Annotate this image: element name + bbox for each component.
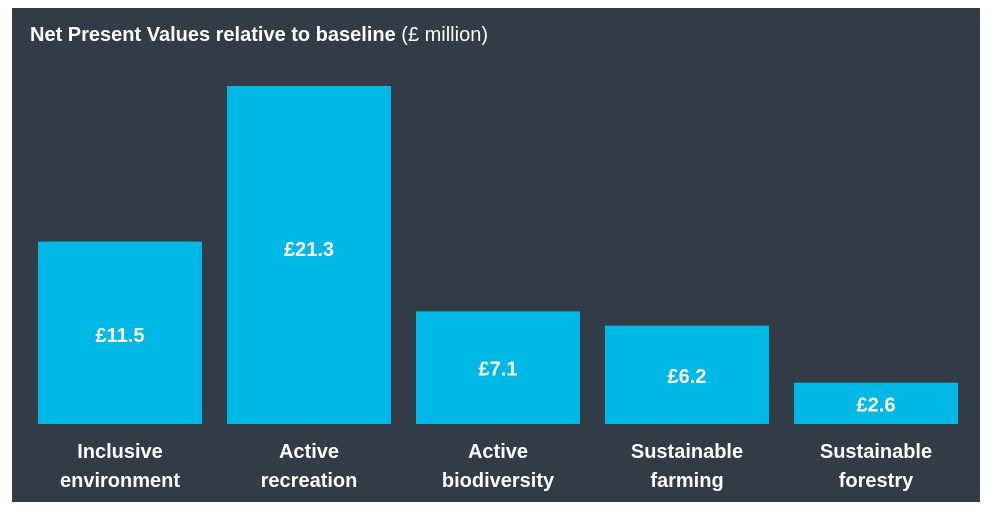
bar-value-label-0: £11.5 [96, 325, 145, 347]
category-label-3-line-0: Sustainable [631, 441, 743, 463]
bar-value-label-2: £7.1 [479, 359, 518, 381]
chart-title: Net Present Values relative to baseline … [30, 24, 488, 47]
category-label-0-line-0: Inclusive [77, 441, 163, 463]
bar-2 [416, 311, 580, 424]
category-label-4-line-0: Sustainable [820, 441, 932, 463]
bar-0 [38, 241, 202, 424]
category-label-0-line-1: environment [60, 470, 180, 492]
category-label-3-line-1: farming [650, 470, 723, 492]
category-label-2-line-1: biodiversity [442, 470, 555, 492]
bar-1 [227, 86, 391, 424]
category-label-2-line-0: Active [468, 441, 528, 463]
bar-3 [605, 325, 769, 424]
category-label-1-line-1: recreation [261, 470, 358, 492]
chart-title-main: Net Present Values relative to baseline [30, 24, 396, 46]
category-label-1-line-0: Active [279, 441, 339, 463]
category-label-4-line-1: forestry [839, 470, 914, 492]
chart-title-unit: (£ million) [401, 24, 488, 46]
bar-chart: £11.5 Inclusive environment £21.3 Active recr… [38, 86, 958, 492]
bar-4 [794, 382, 958, 424]
bar-value-label-3: £6.2 [668, 366, 707, 388]
chart-panel: Net Present Values relative to baseline … [12, 8, 980, 502]
bar-value-label-1: £21.3 [284, 239, 334, 261]
bar-value-label-4: £2.6 [857, 394, 896, 416]
